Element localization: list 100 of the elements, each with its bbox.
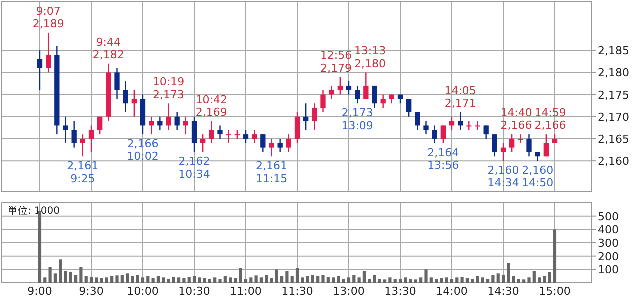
bar: [358, 278, 361, 283]
x-tick-label: 10:30: [178, 285, 210, 296]
bar: [471, 279, 474, 283]
bar: [59, 260, 62, 283]
y-tick-label: 100: [598, 264, 619, 277]
bar: [290, 276, 294, 283]
x-tick-label: 13:30: [384, 285, 416, 296]
bar: [152, 278, 155, 283]
bar: [476, 276, 480, 283]
bar: [208, 279, 212, 283]
bar: [543, 276, 546, 283]
bar: [337, 276, 340, 283]
bar: [44, 278, 47, 283]
bar: [460, 277, 464, 283]
bar: [198, 278, 202, 283]
bar: [90, 277, 94, 283]
bar: [136, 275, 140, 283]
y-tick-label: 200: [598, 250, 619, 264]
bar: [306, 276, 310, 283]
bar: [254, 276, 258, 283]
bar: [203, 278, 206, 283]
bar: [384, 280, 387, 283]
bar: [532, 271, 536, 283]
bar: [110, 276, 114, 283]
bar: [394, 279, 397, 283]
bar: [105, 278, 108, 283]
bar: [517, 279, 520, 283]
bar: [80, 267, 83, 283]
annotation: 2,164 13:56: [428, 146, 460, 172]
bar: [120, 275, 124, 283]
bar: [54, 274, 57, 283]
bar: [388, 278, 392, 283]
x-tick-label: 14:00: [436, 285, 468, 296]
bar: [234, 278, 238, 283]
bar: [414, 280, 418, 283]
x-tick-label: 11:00: [230, 285, 262, 296]
bar: [378, 279, 382, 283]
x-tick-label: 10:00: [127, 285, 159, 296]
bar: [404, 278, 408, 283]
bar: [141, 278, 145, 283]
bar: [507, 263, 510, 283]
bar: [116, 276, 119, 283]
bar: [178, 278, 181, 283]
x-tick-label: 15:00: [539, 285, 571, 296]
annotation: 2,161 9:25: [67, 160, 99, 186]
bar: [64, 271, 68, 283]
bar: [286, 271, 289, 283]
bar: [512, 276, 516, 283]
annotation: 2,162 10:34: [178, 155, 210, 181]
x-tick-label: 11:30: [282, 285, 314, 296]
bar: [368, 279, 372, 283]
bar: [450, 279, 454, 283]
bar: [214, 278, 217, 283]
bar: [301, 278, 304, 283]
x-tick-label: 14:30: [488, 285, 520, 296]
bar: [456, 278, 459, 283]
bar: [496, 274, 500, 283]
bar: [224, 276, 227, 283]
y-tick-label: 2,160: [598, 155, 630, 168]
y-tick-label: 2,175: [598, 88, 630, 102]
bar: [131, 276, 134, 283]
annotation: 14:05 2,171: [444, 84, 476, 110]
bar: [440, 278, 444, 283]
y-tick-label: 2,185: [598, 44, 630, 58]
bar: [260, 278, 263, 283]
bar: [84, 276, 88, 283]
bar: [188, 277, 191, 283]
annotation: 2,173 13:09: [342, 106, 374, 132]
x-tick-label: 9:00: [28, 285, 52, 296]
bar: [553, 230, 557, 283]
bar: [74, 275, 78, 283]
bar: [398, 279, 402, 283]
bar: [296, 268, 300, 283]
bar: [342, 279, 346, 283]
bar: [424, 270, 428, 283]
x-tick-label: 9:30: [79, 285, 104, 296]
bar: [311, 275, 314, 283]
annotation: 2,161 11:15: [256, 160, 288, 186]
bar: [409, 279, 412, 283]
bar: [322, 275, 325, 283]
bar: [420, 278, 423, 283]
annotation: 2,160 14:50: [522, 164, 554, 190]
bar: [352, 275, 356, 283]
bar: [167, 279, 170, 283]
annotation: 2,160 14:34: [488, 164, 520, 190]
bar: [502, 275, 506, 283]
bar: [270, 278, 274, 283]
annotation: 単位: 1000: [8, 205, 60, 217]
annotation: 10:42 2,169: [196, 93, 228, 119]
bar: [156, 276, 160, 283]
bar: [548, 272, 552, 283]
bar: [146, 276, 150, 283]
y-tick-label: 2,180: [598, 66, 630, 80]
y-tick-label: 500: [598, 210, 619, 224]
bar: [373, 275, 376, 283]
bar: [445, 278, 448, 283]
y-tick-label: 2,170: [598, 110, 630, 124]
bar: [362, 271, 366, 283]
annotation: 9:07 2,189: [32, 4, 64, 31]
bar: [239, 268, 242, 283]
